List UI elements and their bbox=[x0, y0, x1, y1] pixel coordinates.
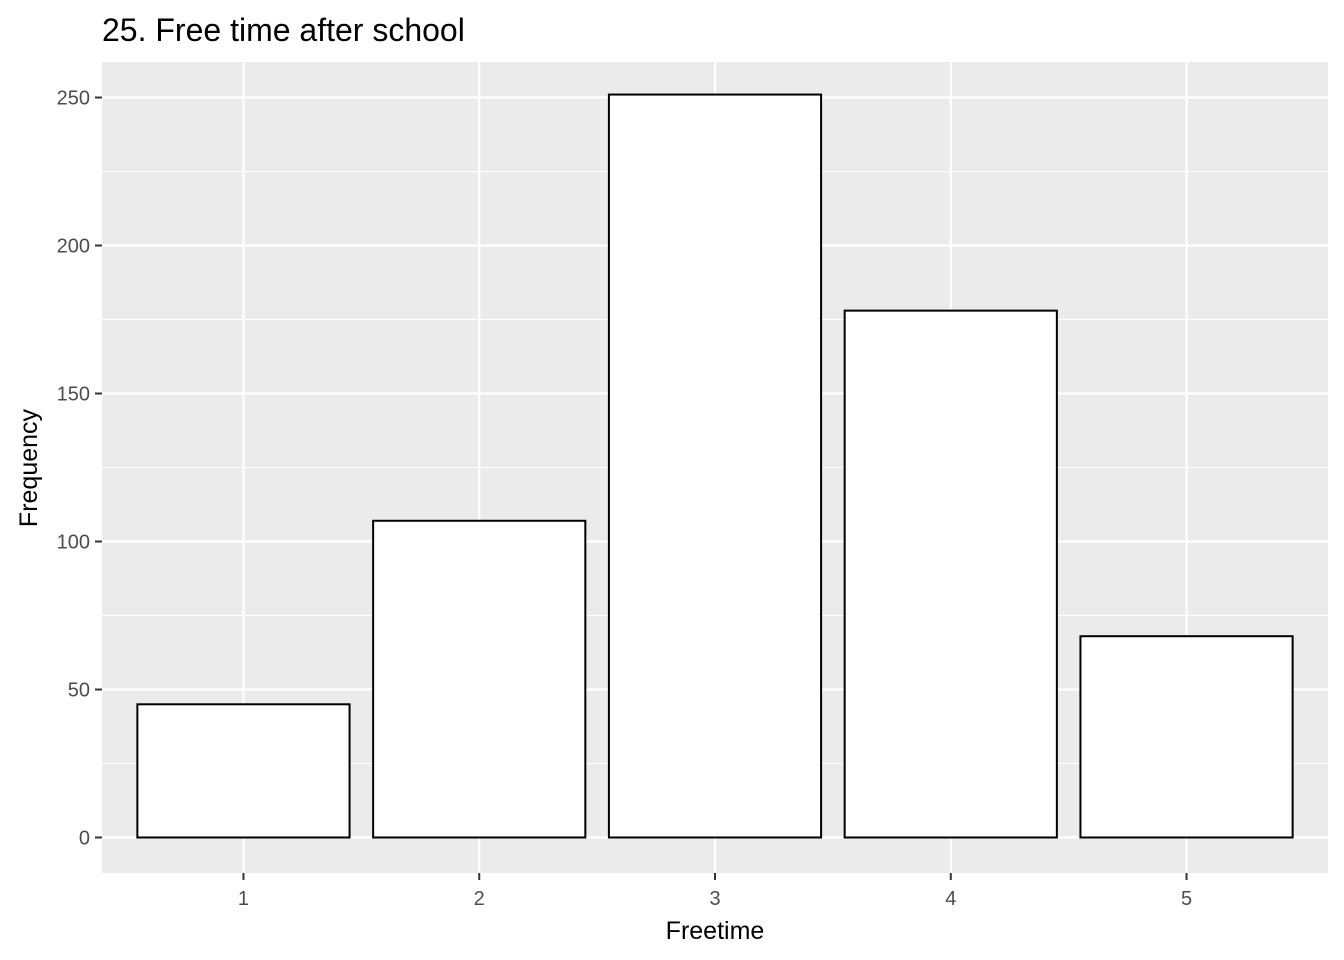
bar-1 bbox=[136, 703, 351, 839]
y-tick-label: 200 bbox=[57, 236, 90, 258]
y-tick-label: 50 bbox=[68, 679, 90, 701]
x-axis-title: Freetime bbox=[666, 917, 765, 945]
bar-5 bbox=[1079, 635, 1294, 839]
y-tick-label: 0 bbox=[79, 827, 90, 849]
x-tick-label: 5 bbox=[1181, 888, 1192, 910]
chart-title: 25. Free time after school bbox=[102, 12, 465, 48]
y-tick-label: 250 bbox=[57, 88, 90, 110]
bar-2 bbox=[372, 519, 587, 839]
bar-3 bbox=[607, 93, 823, 839]
x-tick-label: 2 bbox=[474, 888, 485, 910]
y-axis-title: Frequency bbox=[15, 408, 43, 527]
bar-4 bbox=[843, 309, 1058, 839]
x-tick-label: 1 bbox=[238, 888, 249, 910]
bars bbox=[136, 93, 1294, 839]
y-tick-label: 150 bbox=[57, 384, 90, 406]
y-tick-label: 100 bbox=[57, 531, 90, 553]
x-tick-label: 3 bbox=[709, 888, 720, 910]
axes: 0 50 100 150 200 250 1 2 3 4 5 bbox=[57, 88, 1192, 910]
x-tick-label: 4 bbox=[945, 888, 956, 910]
